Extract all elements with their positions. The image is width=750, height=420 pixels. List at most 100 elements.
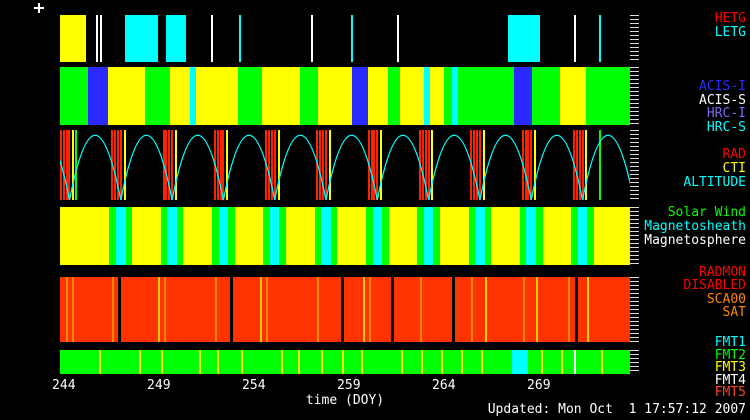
event-line <box>75 130 78 200</box>
label-hrc-s: HRC-S <box>706 119 746 135</box>
event-line <box>260 277 263 342</box>
timeline-segment <box>269 207 280 265</box>
event-line <box>199 350 202 374</box>
timeline-segment <box>109 207 117 265</box>
event-line <box>585 130 588 200</box>
timeline-segment <box>387 67 401 125</box>
timeline-segment <box>587 207 594 265</box>
event-line <box>171 130 174 200</box>
timeline-segment <box>318 67 353 125</box>
event-line <box>210 15 213 62</box>
timeline-segment <box>341 277 345 342</box>
event-line <box>62 130 65 200</box>
timeline-segment <box>263 207 270 265</box>
event-line <box>119 130 122 200</box>
label-sat: SAT <box>722 304 746 320</box>
event-line <box>373 130 376 200</box>
event-line <box>530 130 533 200</box>
event-line <box>587 277 590 342</box>
timeline-segment <box>577 207 588 265</box>
event-line <box>370 130 373 200</box>
event-line <box>380 130 383 200</box>
timeline-segment <box>400 67 425 125</box>
event-line <box>165 130 168 200</box>
timeline-segment <box>526 207 536 265</box>
timeline-segment <box>124 15 159 62</box>
event-line <box>298 350 301 374</box>
event-line <box>325 130 327 200</box>
event-line <box>361 350 364 374</box>
timeline-segment <box>212 207 219 265</box>
label-hrc-i: HRC-I <box>706 106 746 121</box>
label-disabled: DISABLED <box>683 278 746 294</box>
event-line <box>540 350 543 374</box>
timeline-segment <box>429 67 444 125</box>
event-line <box>573 15 576 62</box>
label-fmt2: FMT2 <box>714 347 746 363</box>
timeline-segment <box>512 350 529 374</box>
timeline-segment <box>108 67 145 125</box>
right-axis-ticks <box>630 350 639 374</box>
event-line <box>72 130 75 200</box>
x-tick-label: 269 <box>527 378 551 393</box>
timeline-segment <box>458 67 515 125</box>
timeline-segment <box>238 67 262 125</box>
timeline-segment <box>484 207 492 265</box>
timeline-segment <box>176 207 184 265</box>
event-line <box>328 130 331 200</box>
event-line <box>427 130 430 200</box>
event-line <box>376 130 379 200</box>
x-tick-label: 264 <box>432 378 456 393</box>
event-line <box>268 130 270 200</box>
event-line <box>578 130 581 200</box>
event-line <box>163 277 166 342</box>
event-line <box>460 350 463 374</box>
band-instruments <box>60 67 630 125</box>
timeline-segment <box>167 207 177 265</box>
timeline-segment <box>508 15 540 62</box>
event-line <box>476 130 479 200</box>
label-fmt1: FMT1 <box>714 335 746 350</box>
event-line <box>241 350 244 374</box>
right-axis-ticks <box>630 277 639 342</box>
x-tick-label: 259 <box>337 378 361 393</box>
right-axis-ticks <box>630 130 639 200</box>
timeline-segment <box>451 67 459 125</box>
label-radmon: RADMON <box>699 265 746 280</box>
event-line <box>123 130 126 200</box>
event-line <box>168 130 171 200</box>
event-line <box>573 350 576 374</box>
event-line <box>482 130 485 200</box>
label-fmt4: FMT4 <box>714 372 746 388</box>
event-line <box>527 130 530 200</box>
event-line <box>216 130 219 200</box>
timeline-segment <box>228 207 235 265</box>
event-line <box>568 277 571 342</box>
label-fmt3: FMT3 <box>714 360 746 376</box>
event-line <box>161 350 164 374</box>
event-line <box>522 277 525 342</box>
timeline-segment <box>535 207 543 265</box>
event-line <box>424 130 427 200</box>
event-line <box>174 130 177 200</box>
timeline-segment <box>372 207 383 265</box>
label-cti: CTI <box>722 161 746 176</box>
event-line <box>219 130 222 200</box>
timeline-segment <box>390 277 394 342</box>
event-line <box>598 130 601 200</box>
timeline-segment <box>218 207 229 265</box>
label-acis-i: ACIS-I <box>699 79 746 94</box>
timeline-segment <box>87 67 109 125</box>
cursor-mark <box>34 7 44 9</box>
event-line <box>535 277 538 342</box>
band-fmt <box>60 350 630 374</box>
event-line <box>100 15 103 62</box>
band-grating <box>60 15 630 62</box>
timeline-segment <box>382 207 389 265</box>
timeline-segment <box>352 67 368 125</box>
x-tick-label: 254 <box>242 378 266 393</box>
label-rad: RAD <box>722 147 746 162</box>
event-line <box>281 350 284 374</box>
event-line <box>319 130 322 200</box>
event-line <box>277 130 280 200</box>
